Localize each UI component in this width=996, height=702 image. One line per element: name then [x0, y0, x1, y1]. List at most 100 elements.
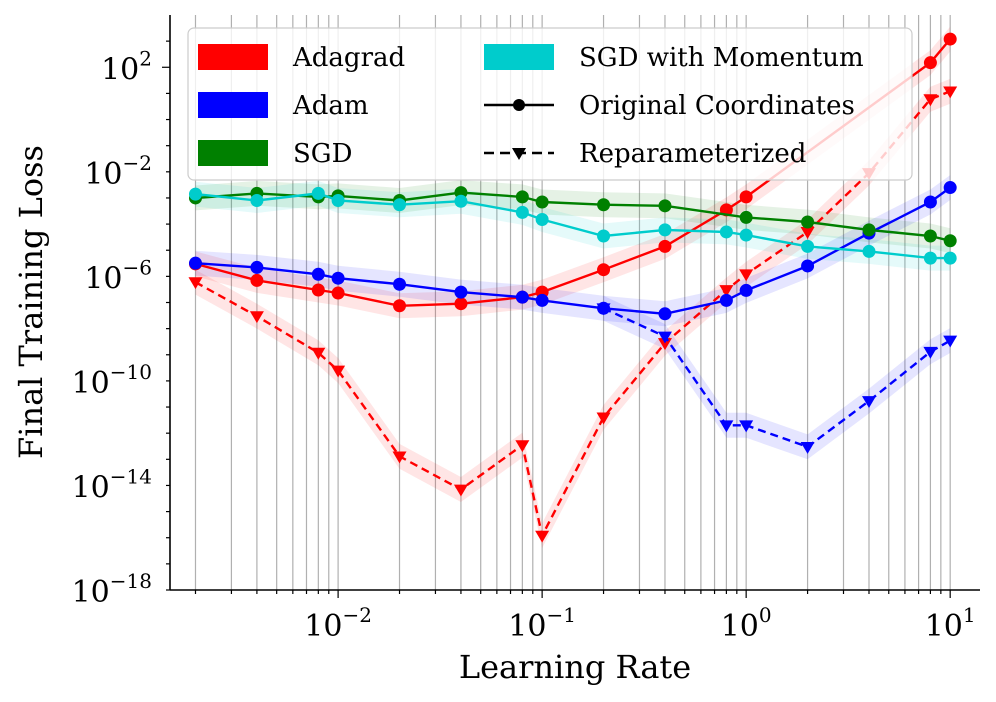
series-line [195, 192, 951, 260]
data-point [923, 251, 937, 265]
band-adagrad [195, 26, 951, 319]
data-point [249, 311, 264, 324]
data-point [596, 412, 611, 425]
series-sgd-with-momentum-orig [188, 186, 957, 265]
data-point [943, 181, 957, 195]
data-point [739, 190, 753, 204]
data-point [454, 194, 468, 208]
data-point [188, 277, 203, 290]
data-point [719, 285, 734, 298]
data-point [454, 297, 468, 311]
data-point [943, 251, 957, 265]
legend-marker [512, 148, 526, 160]
data-point [311, 283, 325, 297]
data-point [943, 32, 957, 46]
data-point [943, 335, 958, 348]
data-point [250, 260, 264, 274]
y-tick-label: 10−14 [72, 464, 152, 505]
data-point [597, 263, 611, 277]
legend-label: SGD with Momentum [579, 43, 864, 73]
data-point [454, 285, 468, 299]
data-point [331, 271, 345, 285]
legend-swatch [198, 140, 268, 166]
data-point [657, 331, 672, 344]
data-point [923, 195, 937, 209]
data-point [739, 269, 754, 282]
axes: 10−2 10−1 100 101 10−18 10−14 10−10 10−6 10−2 102 [72, 15, 980, 644]
data-point [800, 227, 815, 239]
data-point [515, 290, 529, 304]
data-point [393, 299, 407, 313]
data-point [801, 239, 815, 253]
x-axis-label: Learning Rate [459, 648, 691, 686]
data-point [331, 286, 345, 300]
series-layer [188, 32, 958, 543]
data-point [943, 234, 957, 248]
legend-label: Original Coordinates [579, 91, 855, 121]
data-point [739, 283, 753, 297]
y-tick-label: 10−2 [84, 151, 152, 192]
data-point [597, 198, 611, 212]
band-adagrad [195, 78, 951, 549]
data-point [739, 420, 754, 433]
legend: Adagrad Adam SGD SGD with Momentum Original … [187, 27, 913, 181]
data-point [250, 273, 264, 287]
legend-label: Reparameterized [579, 139, 806, 169]
data-point [535, 212, 549, 226]
data-point [393, 198, 407, 212]
legend-label: Adagrad [292, 43, 405, 73]
data-point [535, 293, 549, 307]
data-point [739, 210, 753, 224]
data-point [658, 239, 672, 253]
band-adam [195, 175, 951, 327]
data-point [658, 223, 672, 237]
data-point [535, 195, 549, 209]
data-point [923, 94, 938, 107]
legend-label: Adam [292, 91, 369, 121]
data-point [188, 256, 202, 270]
x-tick-label: 100 [721, 603, 772, 644]
data-point [393, 277, 407, 291]
data-point [657, 338, 672, 351]
series-line [602, 307, 951, 449]
data-point [596, 303, 611, 316]
data-point [515, 205, 529, 219]
data-point [188, 187, 202, 201]
data-point [923, 346, 938, 359]
data-point [311, 347, 326, 360]
y-axis-label: Final Training Loss [12, 145, 50, 459]
data-point [597, 229, 611, 243]
legend-label: SGD [293, 139, 352, 169]
series-sgd-orig [188, 186, 957, 248]
data-point [515, 440, 530, 453]
data-point [923, 56, 937, 70]
series-line [194, 90, 951, 540]
data-point [250, 193, 264, 207]
data-point [453, 484, 468, 497]
y-tick-label: 10−10 [72, 360, 152, 401]
legend-swatch [484, 44, 554, 70]
y-tick-label: 102 [101, 46, 152, 87]
data-point [923, 229, 937, 243]
legend-swatch [198, 44, 268, 70]
y-tick-label: 10−18 [72, 569, 152, 610]
data-point [801, 215, 815, 229]
x-tick-label: 10−2 [304, 603, 372, 644]
data-point [311, 186, 325, 200]
data-point [719, 420, 734, 433]
legend-swatch [198, 92, 268, 118]
data-point [719, 225, 733, 239]
data-point [861, 396, 876, 409]
x-tick-label: 101 [925, 603, 976, 644]
data-point [862, 223, 876, 237]
data-point [739, 228, 753, 242]
data-point [331, 365, 346, 378]
legend-marker [513, 99, 525, 111]
data-point [658, 199, 672, 213]
data-point [515, 190, 529, 204]
data-point [331, 193, 345, 207]
series-adagrad-reparam [188, 86, 958, 543]
series-adam-reparam [596, 303, 958, 454]
data-point [719, 293, 733, 307]
